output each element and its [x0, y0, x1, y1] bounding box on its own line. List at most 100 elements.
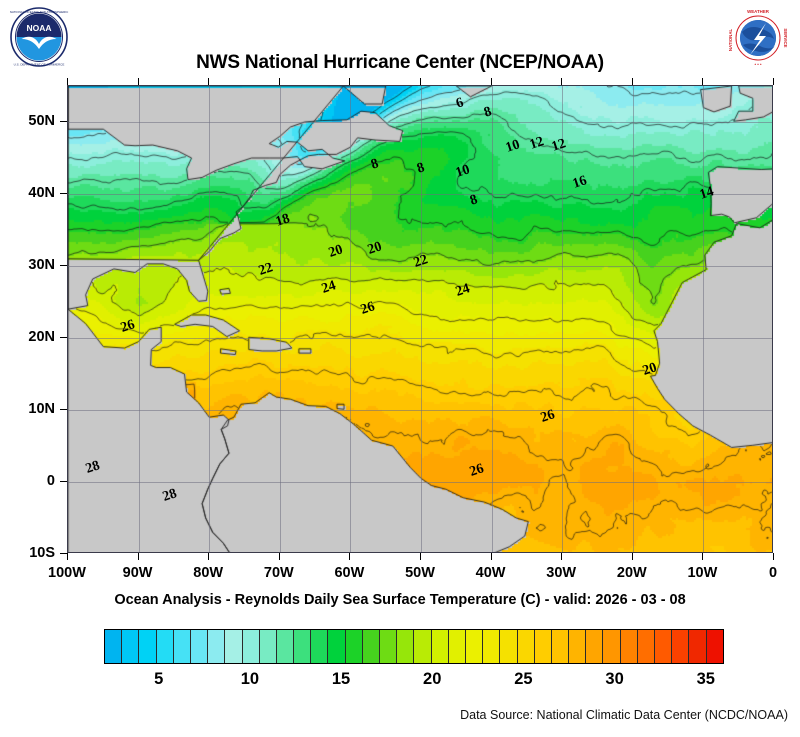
svg-text:NATIONAL OCEANIC AND ATMOSPHER: NATIONAL OCEANIC AND ATMOSPHERIC: [10, 10, 69, 14]
sst-map-plot: 6 8 8 8 8 10 10 12 12 14 16 18 20 20 20 22 22 24 24 26 26 26 2…: [67, 85, 773, 553]
x-axis-tick: [420, 553, 421, 560]
nws-logo: WEATHER NATIONAL SERVICE • • •: [726, 6, 790, 70]
y-axis-label: 10N: [28, 401, 55, 417]
gridline-vertical: [209, 86, 211, 552]
colorbar-cell: [672, 630, 690, 663]
x-axis-label: 40W: [475, 565, 506, 581]
colorbar-tick-label: 35: [696, 670, 715, 688]
colorbar-cell: [431, 630, 449, 663]
gridline-vertical: [703, 86, 705, 552]
y-axis-label: 40N: [28, 185, 55, 201]
colorbar-cell: [259, 630, 277, 663]
x-axis-label: 0: [768, 565, 778, 581]
y-axis-label: 50N: [28, 113, 55, 129]
colorbar-tick-label: 15: [331, 670, 351, 688]
y-axis-tick: [60, 337, 67, 338]
colorbar-cell: [122, 630, 140, 663]
x-axis-tick-top: [420, 78, 421, 85]
gridline-vertical: [350, 86, 352, 552]
colorbar-cell: [603, 630, 621, 663]
y-axis-tick: [60, 481, 67, 482]
noaa-logo: NOAA NATIONAL OCEANIC AND ATMOSPHERIC U.…: [8, 6, 70, 68]
svg-text:WEATHER: WEATHER: [747, 9, 770, 14]
colorbar-cell: [637, 630, 655, 663]
x-axis-tick-top: [561, 78, 563, 85]
plot-subtitle: Ocean Analysis - Reynolds Daily Sea Surf…: [114, 592, 686, 608]
colorbar-cell: [517, 630, 535, 663]
y-axis-tick: [60, 553, 67, 554]
x-axis-tick: [561, 553, 563, 560]
gridline-vertical: [491, 86, 493, 552]
x-axis-label: 70W: [263, 565, 294, 581]
colorbar-cell: [311, 630, 329, 663]
x-axis-label: 100W: [48, 565, 86, 581]
x-axis-tick: [278, 553, 280, 560]
x-axis-label: 20W: [616, 565, 647, 581]
x-axis-tick: [137, 553, 139, 560]
x-axis-tick-top: [349, 78, 351, 85]
colorbar-tick-label: 20: [423, 670, 442, 688]
colorbar-cell: [328, 630, 346, 663]
colorbar-cell: [448, 630, 466, 663]
colorbar-cell: [345, 630, 363, 663]
colorbar-cell: [156, 630, 174, 663]
x-axis-tick: [208, 553, 210, 560]
colorbar-cell: [225, 630, 243, 663]
gridline-horizontal: [68, 482, 772, 483]
x-axis-tick-top: [702, 78, 704, 85]
colorbar-cell: [173, 630, 191, 663]
colorbar-tick-label: 30: [605, 670, 624, 688]
x-axis-label: 90W: [122, 565, 153, 581]
x-axis-tick: [702, 553, 704, 560]
colorbar-cell: [139, 630, 157, 663]
sst-heatmap-canvas: [68, 86, 772, 552]
colorbar-cell: [414, 630, 432, 663]
gridline-horizontal: [68, 338, 772, 339]
x-axis-tick-top: [67, 78, 68, 85]
x-axis-tick-top: [631, 78, 633, 85]
colorbar-swatches: [104, 629, 724, 664]
y-axis-label: 10S: [29, 545, 55, 561]
colorbar: [104, 629, 724, 664]
colorbar-tick-label: 10: [240, 670, 260, 688]
y-axis-tick: [60, 193, 67, 194]
colorbar-cell: [276, 630, 295, 663]
x-axis-tick: [773, 553, 774, 560]
gridline-horizontal: [68, 122, 772, 123]
gridline-horizontal: [68, 266, 772, 267]
svg-text:NATIONAL: NATIONAL: [728, 29, 733, 52]
colorbar-cell: [706, 630, 723, 663]
x-axis-label: 10W: [687, 565, 718, 581]
y-axis-label: 0: [46, 473, 55, 489]
colorbar-tick-label: 25: [514, 670, 533, 688]
colorbar-cell: [242, 630, 260, 663]
svg-text:• • •: • • •: [754, 62, 762, 67]
colorbar-cell: [483, 630, 501, 663]
svg-text:NOAA: NOAA: [26, 23, 51, 33]
x-axis-tick-top: [208, 78, 210, 85]
colorbar-cell: [380, 630, 398, 663]
y-axis-tick: [60, 121, 67, 122]
colorbar-tick-label: 5: [154, 670, 164, 688]
x-axis-label: 80W: [193, 565, 224, 581]
x-axis-tick-top: [137, 78, 139, 85]
gridline-vertical: [632, 86, 634, 552]
x-axis-tick: [490, 553, 492, 560]
colorbar-cell: [190, 630, 209, 663]
gridline-horizontal: [68, 194, 772, 195]
svg-text:SERVICE: SERVICE: [783, 28, 788, 47]
colorbar-cell: [105, 630, 123, 663]
y-axis-label: 30N: [28, 257, 55, 273]
x-axis-tick-top: [490, 78, 492, 85]
gridline-vertical: [562, 86, 564, 552]
page-title: NWS National Hurricane Center (NCEP/NOAA…: [196, 52, 604, 73]
colorbar-cell: [586, 630, 604, 663]
x-axis-label: 30W: [546, 565, 577, 581]
colorbar-cell: [465, 630, 484, 663]
colorbar-cell: [689, 630, 707, 663]
colorbar-cell: [620, 630, 638, 663]
x-axis-tick: [349, 553, 351, 560]
colorbar-cell: [362, 630, 380, 663]
data-source-note: Data Source: National Climatic Data Cent…: [460, 708, 788, 722]
y-axis-tick: [60, 409, 67, 410]
